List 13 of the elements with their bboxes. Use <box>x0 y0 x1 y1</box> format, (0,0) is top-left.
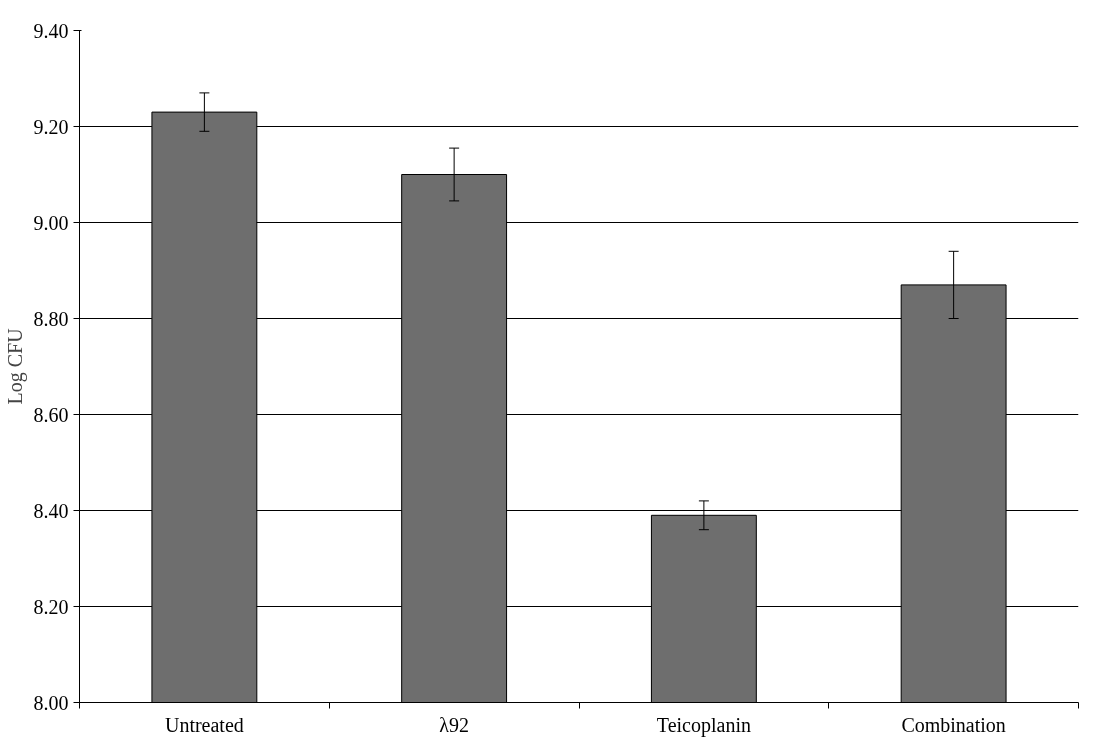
y-tick-label: 8.80 <box>33 307 69 330</box>
y-tick-label: 9.00 <box>33 211 69 234</box>
y-axis-title: Log CFU <box>3 327 27 405</box>
x-tick-label: Untreated <box>164 713 244 736</box>
y-tick-label: 9.40 <box>33 19 69 42</box>
y-tick-label: 8.60 <box>33 403 69 426</box>
y-tick-label: 8.40 <box>33 499 69 522</box>
y-tick-label: 9.20 <box>33 115 69 138</box>
x-tick-label: λ92 <box>439 713 469 736</box>
y-tick-label: 8.00 <box>33 691 69 714</box>
x-tick-label: Combination <box>901 713 1006 736</box>
x-tick-label: Teicoplanin <box>656 713 751 737</box>
y-tick-label: 8.20 <box>33 595 69 618</box>
